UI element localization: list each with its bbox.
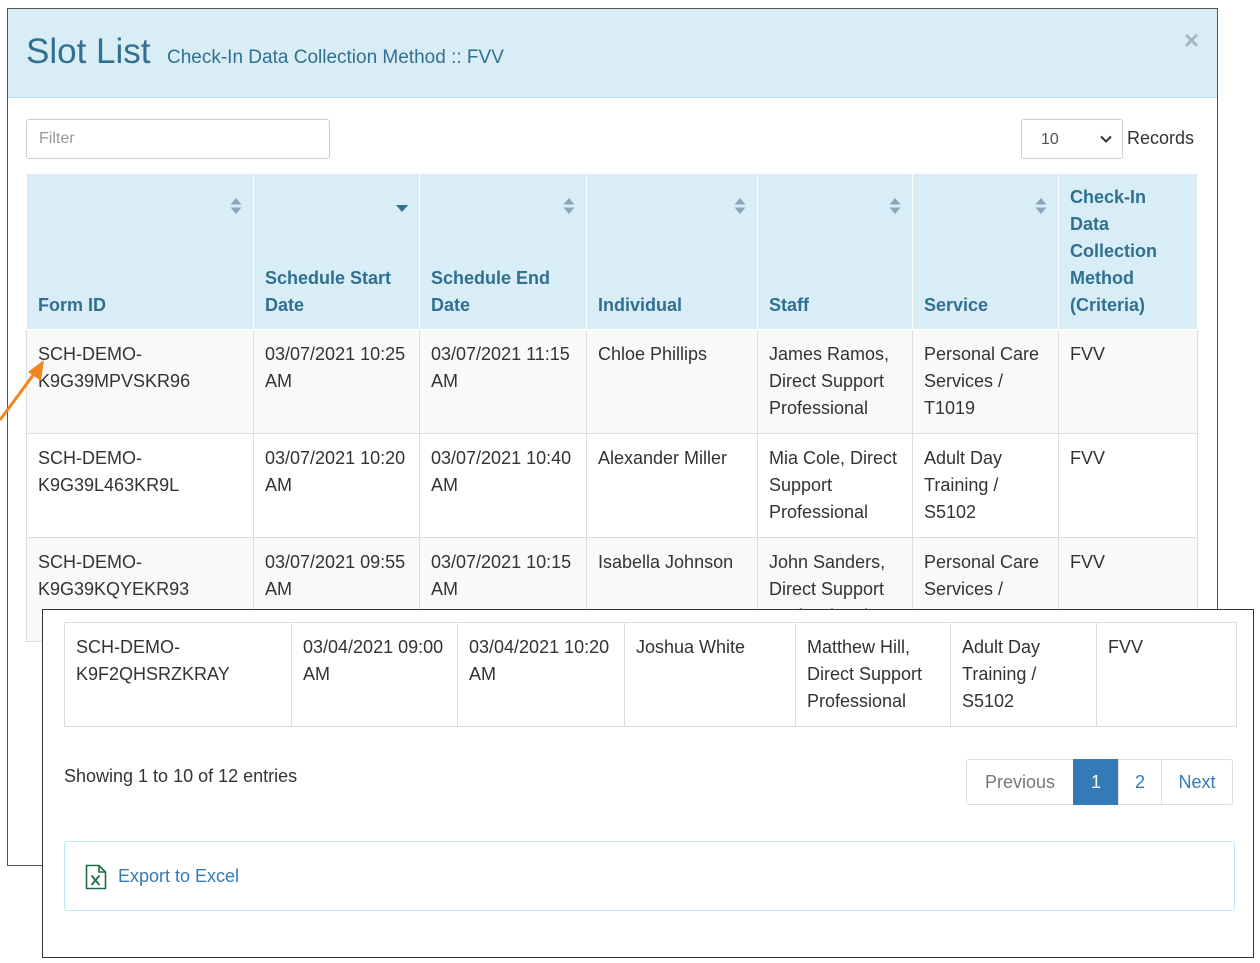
cell-end-date: 03/07/2021 10:40 AM [419, 433, 587, 538]
pagination-page-1[interactable]: 1 [1073, 759, 1119, 805]
slot-table: Form ID Schedule Start Date Schedule End… [26, 173, 1198, 642]
cell-end-date: 03/04/2021 10:20 AM [457, 622, 625, 727]
slot-list-footer-panel: SCH-DEMO-K9F2QHSRZKRAY 03/04/2021 09:00 … [42, 609, 1254, 958]
records-select-value: 10 [1041, 131, 1059, 148]
pagination-previous-button[interactable]: Previous [966, 759, 1074, 805]
column-header-label: Form ID [38, 295, 107, 315]
column-header-label: Schedule End Date [431, 268, 551, 315]
cell-method: FVV [1058, 433, 1198, 538]
table-row[interactable]: SCH-DEMO-K9G39L463KR9L 03/07/2021 10:20 … [26, 433, 1198, 538]
sort-icon [563, 198, 575, 214]
cell-service: Adult Day Training / S5102 [950, 622, 1097, 727]
table-row[interactable]: SCH-DEMO-K9F2QHSRZKRAY 03/04/2021 09:00 … [64, 622, 1237, 727]
cell-form-id: SCH-DEMO-K9G39L463KR9L [26, 433, 254, 538]
column-header-form-id[interactable]: Form ID [26, 173, 254, 330]
cell-staff: Mia Cole, Direct Support Professional [757, 433, 913, 538]
pagination-page-2[interactable]: 2 [1118, 759, 1162, 805]
records-label: Records [1127, 128, 1195, 148]
cell-service: Adult Day Training / S5102 [912, 433, 1059, 538]
column-header-service[interactable]: Service [912, 173, 1059, 330]
modal-title: Slot List [26, 32, 151, 71]
modal-subtitle: Check-In Data Collection Method :: FVV [167, 47, 504, 68]
slot-table-continued: SCH-DEMO-K9F2QHSRZKRAY 03/04/2021 09:00 … [64, 622, 1237, 727]
export-to-excel-link[interactable]: Export to Excel [118, 866, 240, 886]
cell-staff: James Ramos, Direct Support Professional [757, 329, 913, 434]
cell-start-date: 03/07/2021 10:20 AM [253, 433, 420, 538]
cell-individual: Joshua White [624, 622, 796, 727]
column-header-schedule-end-date[interactable]: Schedule End Date [419, 173, 587, 330]
close-icon[interactable]: × [1183, 25, 1199, 55]
sort-descending-icon [396, 205, 408, 212]
filter-input[interactable] [26, 119, 330, 159]
cell-start-date: 03/04/2021 09:00 AM [291, 622, 458, 727]
pagination-next-button[interactable]: Next [1161, 759, 1233, 805]
cell-start-date: 03/07/2021 10:25 AM [253, 329, 420, 434]
column-header-individual[interactable]: Individual [586, 173, 758, 330]
cell-method: FVV [1058, 329, 1198, 434]
column-header-label: Check-In Data Collection Method (Criteri… [1070, 187, 1158, 315]
table-row[interactable]: SCH-DEMO-K9G39MPVSKR96 03/07/2021 10:25 … [26, 329, 1198, 434]
entries-info: Showing 1 to 10 of 12 entries [64, 766, 298, 786]
modal-header: Slot List Check-In Data Collection Metho… [8, 9, 1217, 98]
slot-list-modal: Slot List Check-In Data Collection Metho… [7, 8, 1218, 866]
cell-form-id: SCH-DEMO-K9G39MPVSKR96 [26, 329, 254, 434]
column-header-label: Individual [598, 295, 683, 315]
column-header-label: Staff [769, 295, 809, 315]
sort-icon [734, 198, 746, 214]
sort-icon [230, 198, 242, 214]
column-header-label: Service [924, 295, 989, 315]
column-header-check-in-method[interactable]: Check-In Data Collection Method (Criteri… [1058, 173, 1198, 330]
column-header-staff[interactable]: Staff [757, 173, 913, 330]
pagination: Previous 1 2 Next [966, 759, 1233, 805]
sort-icon [889, 198, 901, 214]
column-header-schedule-start-date[interactable]: Schedule Start Date [253, 173, 420, 330]
chevron-down-icon [1100, 135, 1112, 143]
cell-end-date: 03/07/2021 11:15 AM [419, 329, 587, 434]
sort-icon [1035, 198, 1047, 214]
table-header-row: Form ID Schedule Start Date Schedule End… [26, 173, 1198, 330]
cell-method: FVV [1096, 622, 1237, 727]
cell-staff: Matthew Hill, Direct Support Professiona… [795, 622, 951, 727]
cell-individual: Chloe Phillips [586, 329, 758, 434]
cell-form-id: SCH-DEMO-K9F2QHSRZKRAY [64, 622, 292, 727]
excel-file-icon[interactable] [85, 864, 107, 890]
column-header-label: Schedule Start Date [265, 268, 392, 315]
records-per-page-select[interactable]: 10 [1021, 119, 1123, 159]
cell-individual: Alexander Miller [586, 433, 758, 538]
export-panel: Export to Excel [64, 841, 1235, 911]
cell-service: Personal Care Services / T1019 [912, 329, 1059, 434]
pointer-arrow-icon [0, 360, 44, 421]
